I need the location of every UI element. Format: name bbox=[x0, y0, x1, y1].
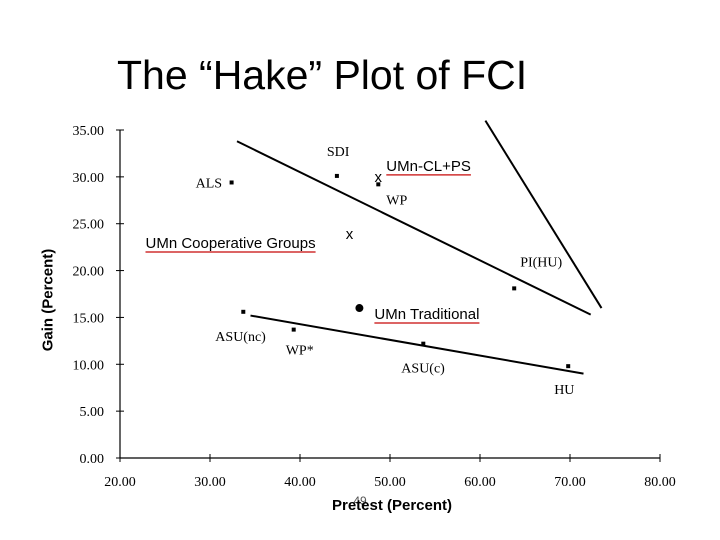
data-point bbox=[355, 304, 364, 313]
y-axis-label: Gain (Percent) bbox=[39, 248, 57, 352]
slide-number: 49 bbox=[353, 494, 367, 508]
point-label: ASU(nc) bbox=[215, 330, 266, 345]
x-tick-label: 20.00 bbox=[104, 475, 136, 490]
point-label: UMn-CL+PS bbox=[386, 158, 471, 175]
x-tick-label: 30.00 bbox=[194, 475, 226, 490]
data-point bbox=[291, 327, 296, 332]
y-tick-label: 30.00 bbox=[73, 171, 105, 186]
point-label: WP* bbox=[286, 344, 314, 359]
data-point bbox=[566, 364, 571, 369]
point-label: WP bbox=[386, 193, 407, 208]
data-point bbox=[421, 341, 426, 346]
x-axis-label: Pretest (Percent) bbox=[331, 497, 453, 514]
x-tick-label: 80.00 bbox=[644, 475, 676, 490]
trend-line bbox=[250, 314, 584, 375]
trend-line bbox=[484, 120, 603, 309]
data-point bbox=[241, 309, 246, 314]
data-point bbox=[229, 180, 234, 185]
point-label: SDI bbox=[327, 145, 350, 160]
data-point bbox=[512, 286, 517, 291]
y-tick-label: 15.00 bbox=[73, 311, 105, 326]
data-point bbox=[334, 173, 339, 178]
y-tick-label: 25.00 bbox=[73, 218, 105, 233]
y-tick-label: 20.00 bbox=[73, 265, 105, 280]
x-tick-label: 50.00 bbox=[374, 475, 406, 490]
y-tick-label: 5.00 bbox=[80, 405, 105, 420]
point-label: PI(HU) bbox=[520, 255, 562, 270]
x-tick-label: 40.00 bbox=[284, 475, 316, 490]
y-tick-label: 0.00 bbox=[80, 452, 105, 467]
y-tick-label: 10.00 bbox=[73, 358, 105, 373]
point-label: UMn Cooperative Groups bbox=[146, 235, 316, 252]
data-point bbox=[376, 182, 381, 187]
trend-line bbox=[236, 140, 592, 316]
data-point: x bbox=[346, 226, 354, 243]
chart-title: The “Hake” Plot of FCI bbox=[117, 52, 528, 98]
x-tick-label: 70.00 bbox=[554, 475, 586, 490]
point-label: ASU(c) bbox=[401, 362, 445, 377]
data-point: x bbox=[375, 169, 383, 186]
point-label: UMn Traditional bbox=[374, 306, 479, 323]
point-label: HU bbox=[554, 383, 574, 398]
point-label: ALS bbox=[196, 176, 222, 191]
y-tick-label: 35.00 bbox=[73, 124, 105, 139]
x-tick-label: 60.00 bbox=[464, 475, 496, 490]
